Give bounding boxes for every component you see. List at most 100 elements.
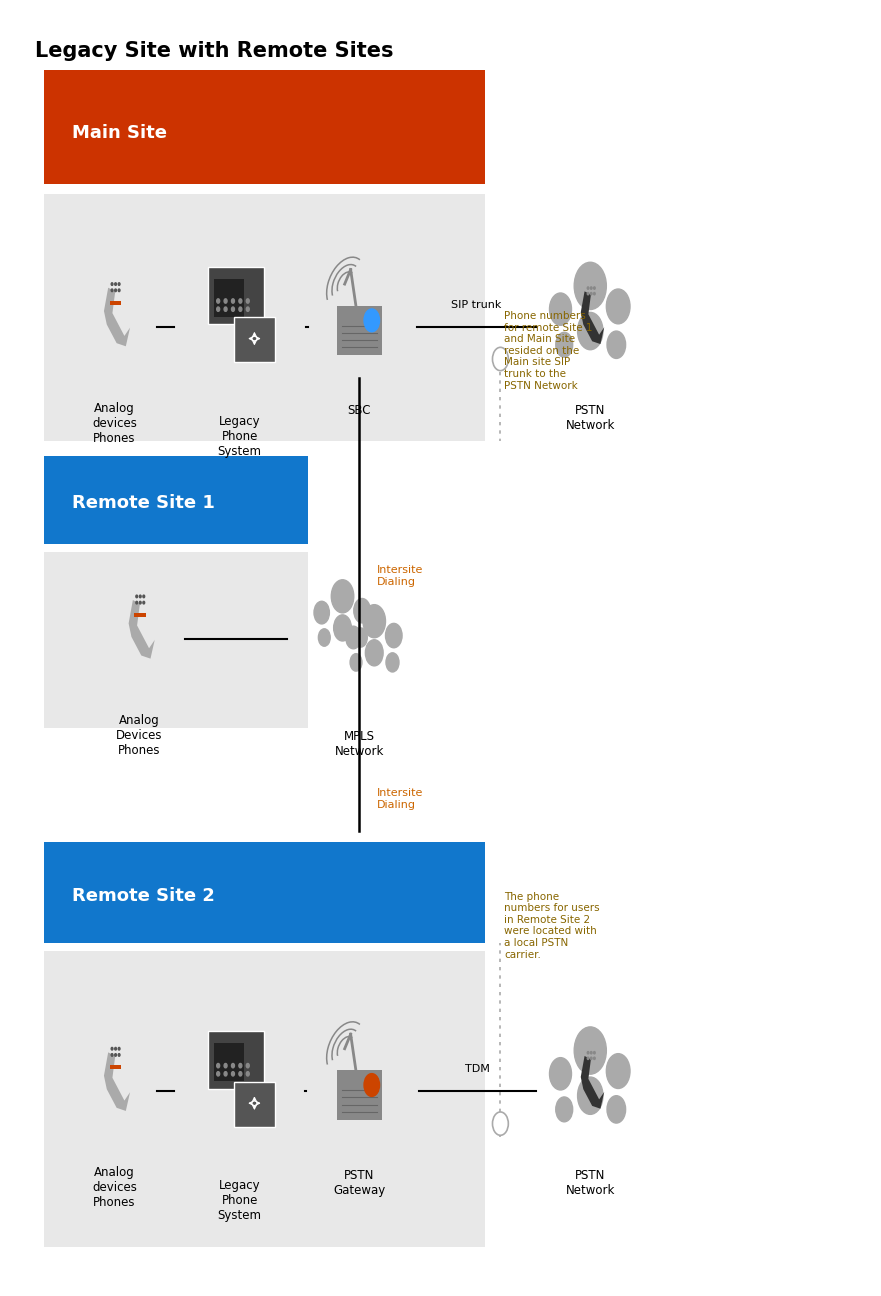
Text: Analog
devices
Phones: Analog devices Phones: [93, 1166, 137, 1209]
Circle shape: [574, 262, 606, 310]
Circle shape: [118, 1054, 120, 1056]
FancyBboxPatch shape: [214, 1043, 244, 1081]
Circle shape: [239, 307, 242, 311]
Circle shape: [345, 626, 361, 649]
Circle shape: [350, 653, 362, 671]
Text: Legacy
Phone
System: Legacy Phone System: [218, 415, 262, 457]
Polygon shape: [581, 292, 604, 343]
Circle shape: [607, 330, 626, 359]
FancyBboxPatch shape: [208, 267, 263, 324]
Circle shape: [136, 601, 137, 604]
Circle shape: [594, 1058, 596, 1060]
Circle shape: [607, 1095, 626, 1124]
Text: Legacy
Phone
System: Legacy Phone System: [218, 1179, 262, 1222]
Circle shape: [224, 1064, 227, 1068]
Circle shape: [588, 286, 589, 289]
Circle shape: [606, 289, 630, 324]
Circle shape: [239, 1072, 242, 1076]
Circle shape: [136, 595, 137, 597]
Text: Legacy Site with Remote Sites: Legacy Site with Remote Sites: [35, 41, 394, 61]
Circle shape: [364, 308, 380, 332]
Text: SIP trunk: SIP trunk: [451, 299, 501, 310]
Circle shape: [492, 1112, 508, 1135]
FancyBboxPatch shape: [44, 842, 485, 943]
Circle shape: [556, 332, 573, 358]
Circle shape: [115, 289, 116, 292]
Circle shape: [217, 299, 219, 303]
Circle shape: [386, 653, 399, 671]
Circle shape: [115, 1047, 116, 1050]
Circle shape: [247, 1072, 249, 1076]
Text: PSTN
Network: PSTN Network: [566, 404, 615, 433]
Circle shape: [232, 1072, 234, 1076]
Text: Analog
Devices
Phones: Analog Devices Phones: [116, 714, 162, 757]
Circle shape: [331, 579, 354, 613]
Circle shape: [366, 640, 383, 666]
Circle shape: [111, 289, 113, 292]
Circle shape: [318, 629, 330, 647]
Circle shape: [354, 599, 370, 623]
Polygon shape: [129, 600, 155, 658]
Circle shape: [594, 1051, 596, 1054]
FancyBboxPatch shape: [44, 456, 308, 544]
Text: TDM: TDM: [465, 1064, 490, 1074]
FancyBboxPatch shape: [214, 279, 244, 316]
Polygon shape: [104, 1052, 130, 1111]
Text: Remote Site 2: Remote Site 2: [72, 886, 215, 905]
Circle shape: [492, 347, 508, 371]
FancyBboxPatch shape: [44, 70, 485, 184]
Circle shape: [111, 283, 113, 285]
Circle shape: [247, 307, 249, 311]
Circle shape: [574, 1026, 606, 1074]
Circle shape: [224, 299, 227, 303]
Circle shape: [143, 595, 144, 597]
Circle shape: [247, 299, 249, 303]
FancyBboxPatch shape: [337, 306, 382, 355]
Text: Main Site: Main Site: [72, 124, 167, 143]
Circle shape: [363, 605, 386, 638]
Circle shape: [232, 1064, 234, 1068]
Circle shape: [588, 1051, 589, 1054]
Circle shape: [590, 293, 592, 295]
Circle shape: [550, 1058, 572, 1090]
FancyBboxPatch shape: [134, 613, 145, 617]
FancyBboxPatch shape: [234, 1082, 275, 1126]
Circle shape: [247, 1064, 249, 1068]
Circle shape: [139, 595, 141, 597]
Circle shape: [217, 307, 219, 311]
Circle shape: [606, 1054, 630, 1089]
Circle shape: [314, 601, 329, 623]
Circle shape: [118, 289, 120, 292]
Circle shape: [118, 283, 120, 285]
Circle shape: [590, 1058, 592, 1060]
Circle shape: [334, 614, 352, 642]
Text: Intersite
Dialing: Intersite Dialing: [377, 565, 424, 587]
Text: PSTN
Network: PSTN Network: [566, 1169, 615, 1198]
Circle shape: [224, 1072, 227, 1076]
Text: Intersite
Dialing: Intersite Dialing: [377, 788, 424, 810]
Circle shape: [588, 293, 589, 295]
Circle shape: [578, 312, 603, 350]
Circle shape: [115, 1054, 116, 1056]
Text: Analog
devices
Phones: Analog devices Phones: [93, 402, 137, 445]
Circle shape: [217, 1072, 219, 1076]
Circle shape: [224, 307, 227, 311]
Circle shape: [139, 601, 141, 604]
FancyBboxPatch shape: [44, 552, 308, 728]
Text: The phone
numbers for users
in Remote Site 2
were located with
a local PSTN
carr: The phone numbers for users in Remote Si…: [504, 892, 600, 959]
Circle shape: [239, 299, 242, 303]
FancyBboxPatch shape: [337, 1070, 382, 1120]
Circle shape: [217, 1064, 219, 1068]
Text: MPLS
Network: MPLS Network: [335, 730, 384, 758]
Text: Phone numbers
for remote Site 1
and Main Site
resided on the
Main site SIP
trunk: Phone numbers for remote Site 1 and Main…: [504, 311, 592, 390]
Circle shape: [111, 1054, 113, 1056]
Circle shape: [550, 293, 572, 325]
Circle shape: [115, 283, 116, 285]
Circle shape: [111, 1047, 113, 1050]
Circle shape: [364, 1073, 380, 1096]
Circle shape: [143, 601, 144, 604]
Circle shape: [590, 1051, 592, 1054]
FancyBboxPatch shape: [208, 1032, 263, 1089]
Text: SBC: SBC: [348, 404, 371, 417]
FancyBboxPatch shape: [44, 951, 485, 1247]
